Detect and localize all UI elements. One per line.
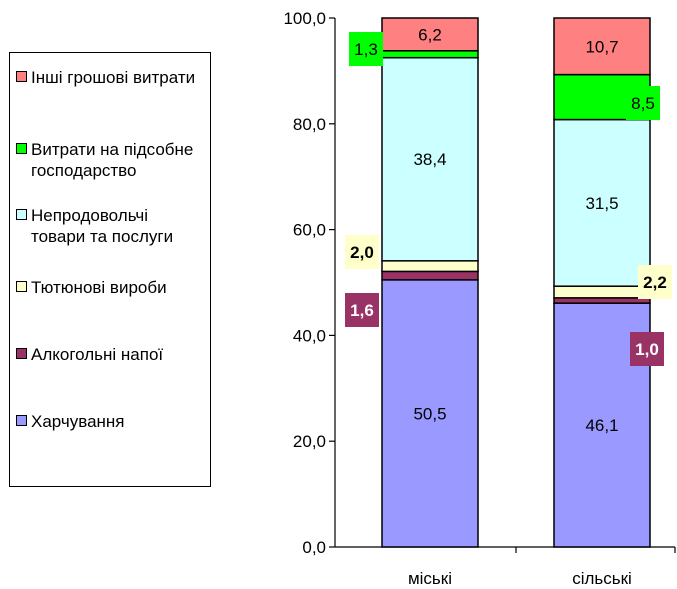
bar-segment xyxy=(381,260,479,273)
bar-segment xyxy=(553,285,651,299)
bars xyxy=(381,17,651,548)
callout-box xyxy=(638,265,672,299)
segment-value-label: 46,1 xyxy=(585,416,618,435)
y-tick-label: 0,0 xyxy=(302,538,326,557)
segment-value-label: 10,7 xyxy=(585,37,618,56)
legend-item-alcohol: Алкогольні напої xyxy=(16,344,206,365)
legend-label: Тютюнові вироби xyxy=(31,278,167,297)
legend-label: Харчування xyxy=(31,412,125,431)
legend-swatch-alcohol xyxy=(16,348,27,359)
bar-segment xyxy=(553,297,651,304)
bar-segment xyxy=(381,279,479,548)
legend-item-tobacco: Тютюнові вироби xyxy=(16,277,206,298)
callout-value-label: 2,0 xyxy=(350,243,374,262)
callouts: 1,6 2,0 1,3 1,0 2,2 8,5 xyxy=(345,32,672,366)
legend-label: Непродовольчі товари та послуги xyxy=(31,206,174,246)
bar-segment xyxy=(553,118,651,287)
segment-value-label: 38,4 xyxy=(413,150,446,169)
legend-item-other-expenses: Інші грошові витрати xyxy=(16,67,206,88)
legend-label: Інші грошові витрати xyxy=(31,68,196,87)
callout-box xyxy=(630,332,664,366)
callout-box xyxy=(345,235,379,269)
callout-value-label: 1,3 xyxy=(354,40,378,59)
legend-label: Витрати на підсобне господарство xyxy=(31,140,194,180)
legend-swatch-tobacco xyxy=(16,281,27,292)
segment-value-label: 50,5 xyxy=(413,404,446,423)
legend: Інші грошові витрати Витрати на підсобне… xyxy=(9,52,211,487)
bar-segment xyxy=(553,17,651,76)
legend-swatch-food xyxy=(16,415,27,426)
x-category-label: сільські xyxy=(572,569,632,588)
y-axis: 0,0 20,0 40,0 60,0 80,0 100,0 міські сільські xyxy=(283,9,676,588)
legend-swatch-non-food xyxy=(16,209,27,220)
legend-swatch-other-expenses xyxy=(16,71,27,82)
legend-item-non-food: Непродовольчі товари та послуги xyxy=(16,205,206,247)
legend-item-household-plot: Витрати на підсобне господарство xyxy=(16,139,206,181)
callout-value-label: 1,0 xyxy=(635,340,659,359)
legend-item-food: Харчування xyxy=(16,411,206,432)
callout-box xyxy=(349,32,383,66)
bar-segment xyxy=(381,50,479,59)
callout-value-label: 2,2 xyxy=(643,273,667,292)
bar-segment xyxy=(381,270,479,281)
y-tick-label: 80,0 xyxy=(293,115,326,134)
callout-value-label: 8,5 xyxy=(631,94,655,113)
callout-box xyxy=(626,86,660,120)
x-category-label: міські xyxy=(408,569,452,588)
segment-labels: 50,5 38,4 6,2 46,1 31,5 10,7 xyxy=(413,25,618,435)
y-tick-label: 100,0 xyxy=(283,9,326,28)
callout-box xyxy=(345,293,379,327)
legend-swatch-household-plot xyxy=(16,143,27,154)
y-tick-label: 60,0 xyxy=(293,221,326,240)
callout-value-label: 1,6 xyxy=(350,301,374,320)
legend-label: Алкогольні напої xyxy=(31,345,164,364)
segment-value-label: 31,5 xyxy=(585,194,618,213)
segment-value-label: 6,2 xyxy=(418,25,442,44)
y-tick-label: 40,0 xyxy=(293,326,326,345)
y-tick-label: 20,0 xyxy=(293,432,326,451)
bar-segment xyxy=(381,17,479,52)
bar-segment xyxy=(381,56,479,262)
